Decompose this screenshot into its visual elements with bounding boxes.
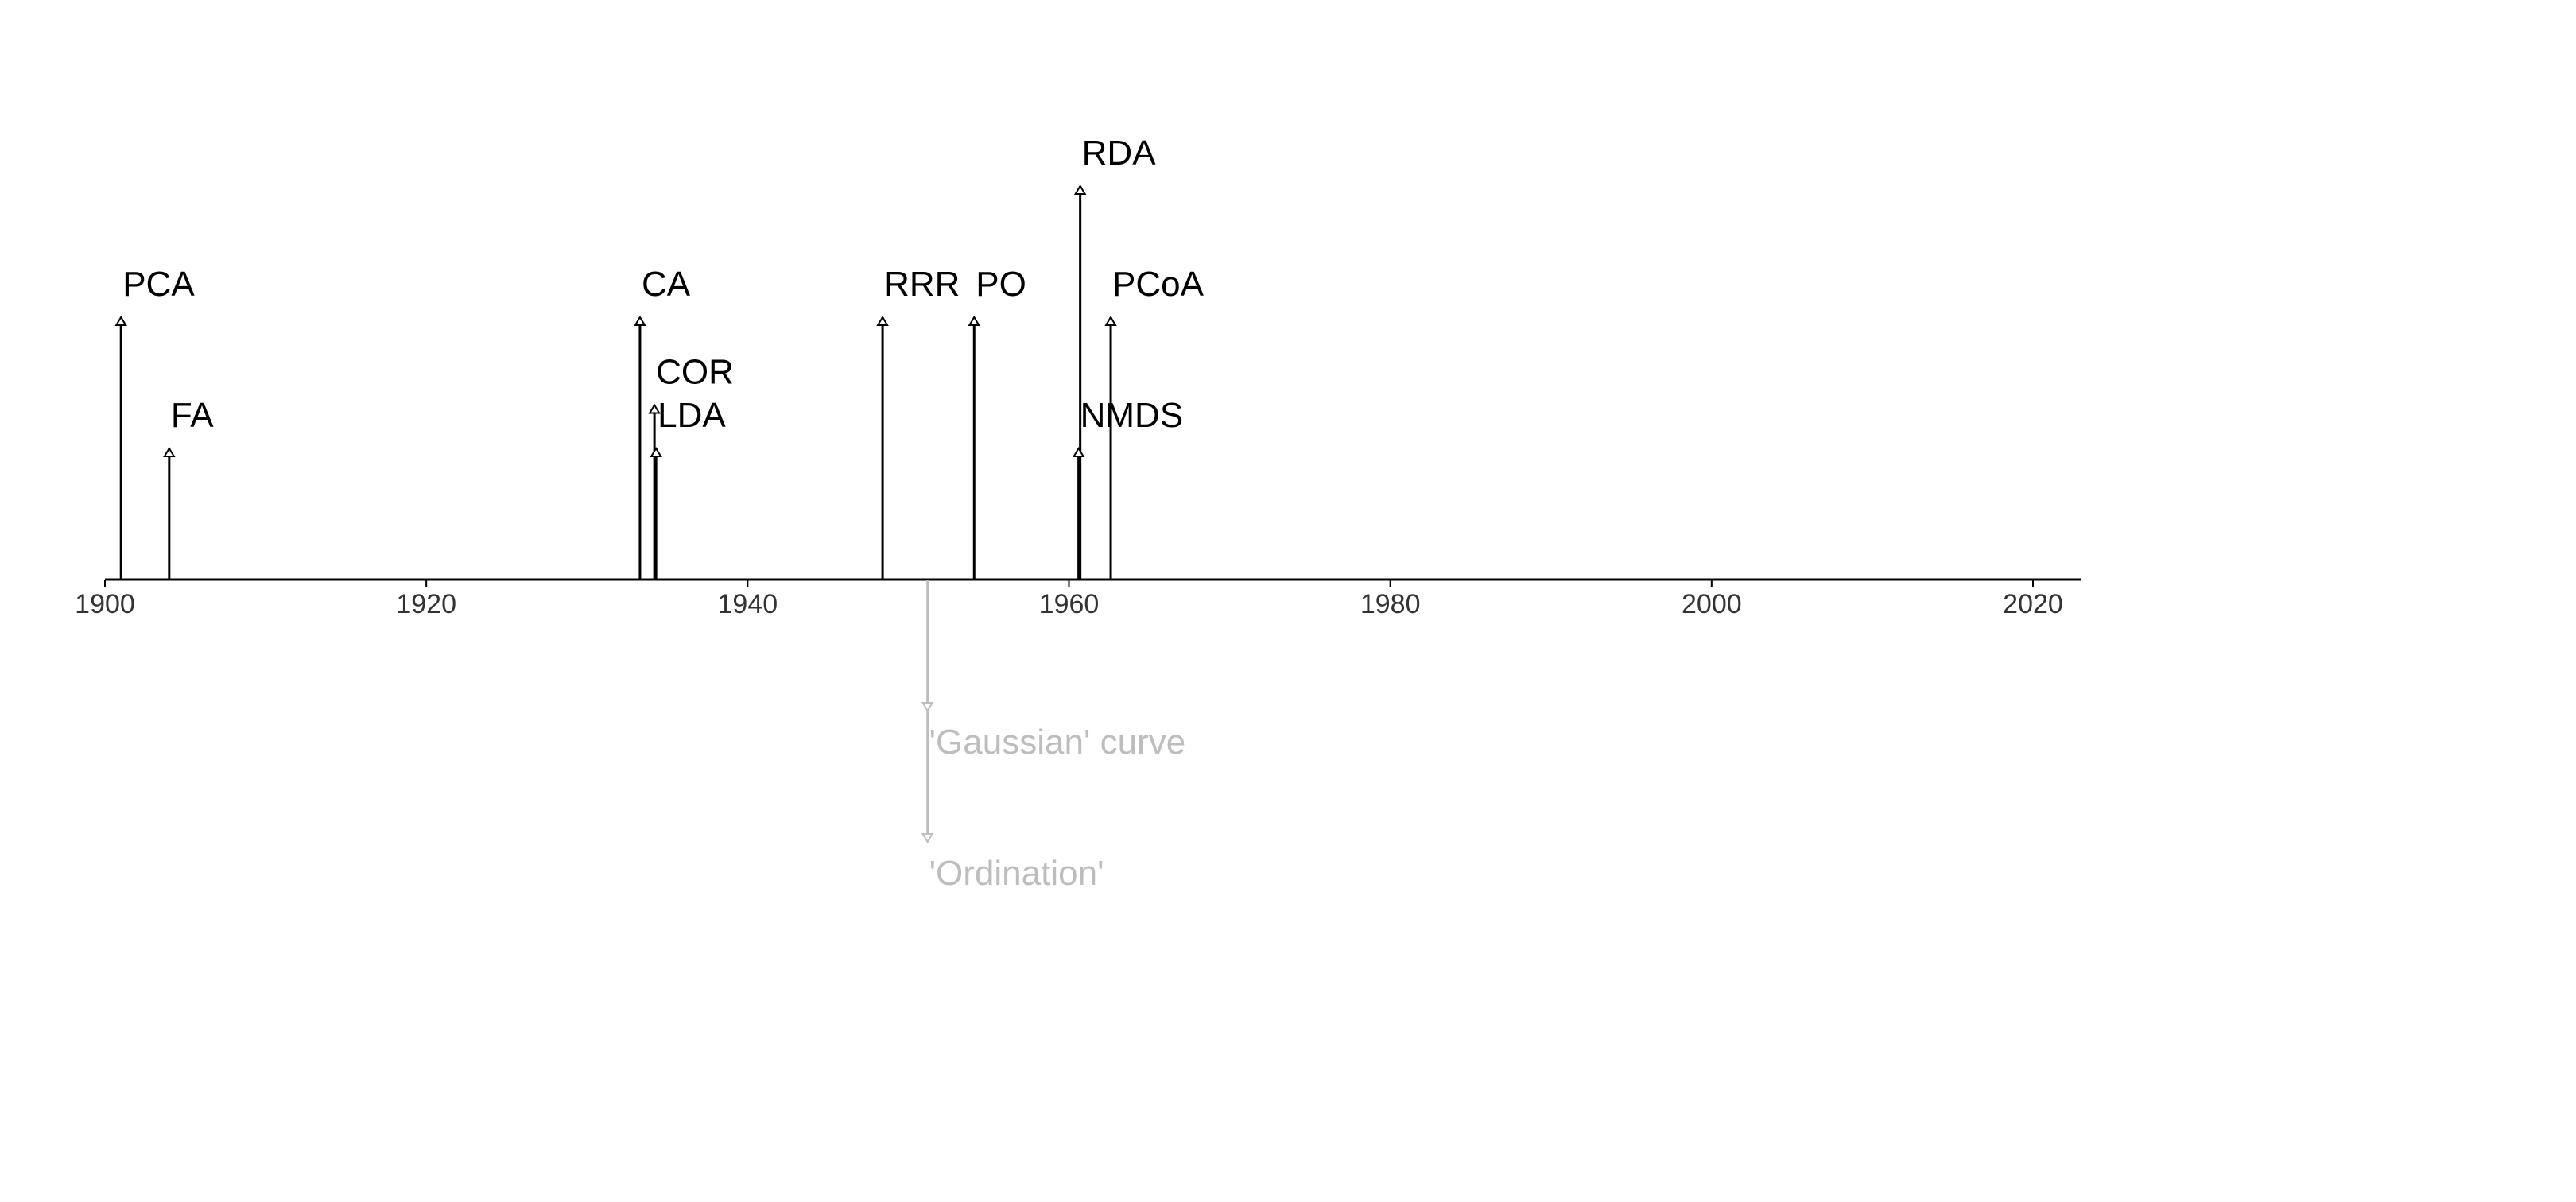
event-label: RRR bbox=[884, 265, 960, 304]
x-tick-label: 2000 bbox=[1682, 589, 1742, 619]
event-label: PO bbox=[976, 265, 1026, 304]
x-tick-label: 1900 bbox=[75, 589, 135, 619]
event-arrowhead bbox=[634, 316, 646, 326]
annotation-label: 'Gaussian' curve bbox=[929, 723, 1186, 762]
event-arrowhead bbox=[1073, 184, 1087, 195]
event-markers: PCA FA CA COR LDA RRR PO RDA NMDS PCoA bbox=[114, 134, 1205, 580]
event-label: COR bbox=[656, 353, 734, 392]
event-arrowhead bbox=[1104, 316, 1117, 326]
event-arrowhead bbox=[650, 447, 662, 457]
x-tick-label: 1960 bbox=[1039, 589, 1100, 619]
event-label: LDA bbox=[658, 396, 726, 435]
event-label: CA bbox=[642, 265, 691, 304]
annotation-markers: 'Gaussian' curve 'Ordination' bbox=[921, 580, 1186, 893]
x-tick-label: 2020 bbox=[2003, 589, 2063, 619]
event-arrowhead bbox=[114, 316, 127, 326]
x-tick-label: 1980 bbox=[1360, 589, 1421, 619]
event-label: NMDS bbox=[1080, 396, 1184, 435]
event-label: PCA bbox=[122, 265, 195, 304]
event-arrowhead bbox=[163, 447, 176, 457]
x-axis-ticks: 1900 1920 1940 1960 1980 2000 2020 bbox=[75, 580, 2063, 619]
event-arrowhead bbox=[648, 403, 661, 414]
event-label: PCoA bbox=[1112, 265, 1205, 304]
event-label: RDA bbox=[1082, 134, 1157, 173]
event-label: FA bbox=[171, 396, 214, 435]
x-tick-label: 1920 bbox=[396, 589, 456, 619]
event-arrowhead bbox=[1072, 447, 1085, 457]
x-tick-label: 1940 bbox=[718, 589, 778, 619]
annotation-arrowhead bbox=[921, 833, 934, 843]
event-arrowhead bbox=[876, 316, 889, 326]
annotation-label: 'Ordination' bbox=[929, 854, 1104, 893]
annotation-arrowhead bbox=[921, 702, 934, 712]
event-arrowhead bbox=[968, 316, 981, 326]
